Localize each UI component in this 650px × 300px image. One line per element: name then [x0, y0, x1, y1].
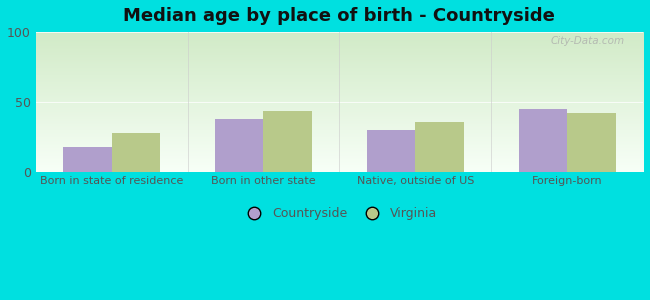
Bar [263, 111, 312, 172]
Bar [112, 133, 160, 172]
Text: City-Data.com: City-Data.com [551, 36, 625, 46]
Bar [567, 113, 616, 172]
Title: Median age by place of birth - Countryside: Median age by place of birth - Countrysi… [124, 7, 555, 25]
Bar [415, 122, 464, 172]
Bar [519, 109, 567, 172]
Legend: Countryside, Virginia: Countryside, Virginia [237, 202, 442, 225]
Bar [367, 130, 415, 172]
Bar [215, 119, 263, 172]
Bar [63, 147, 112, 172]
